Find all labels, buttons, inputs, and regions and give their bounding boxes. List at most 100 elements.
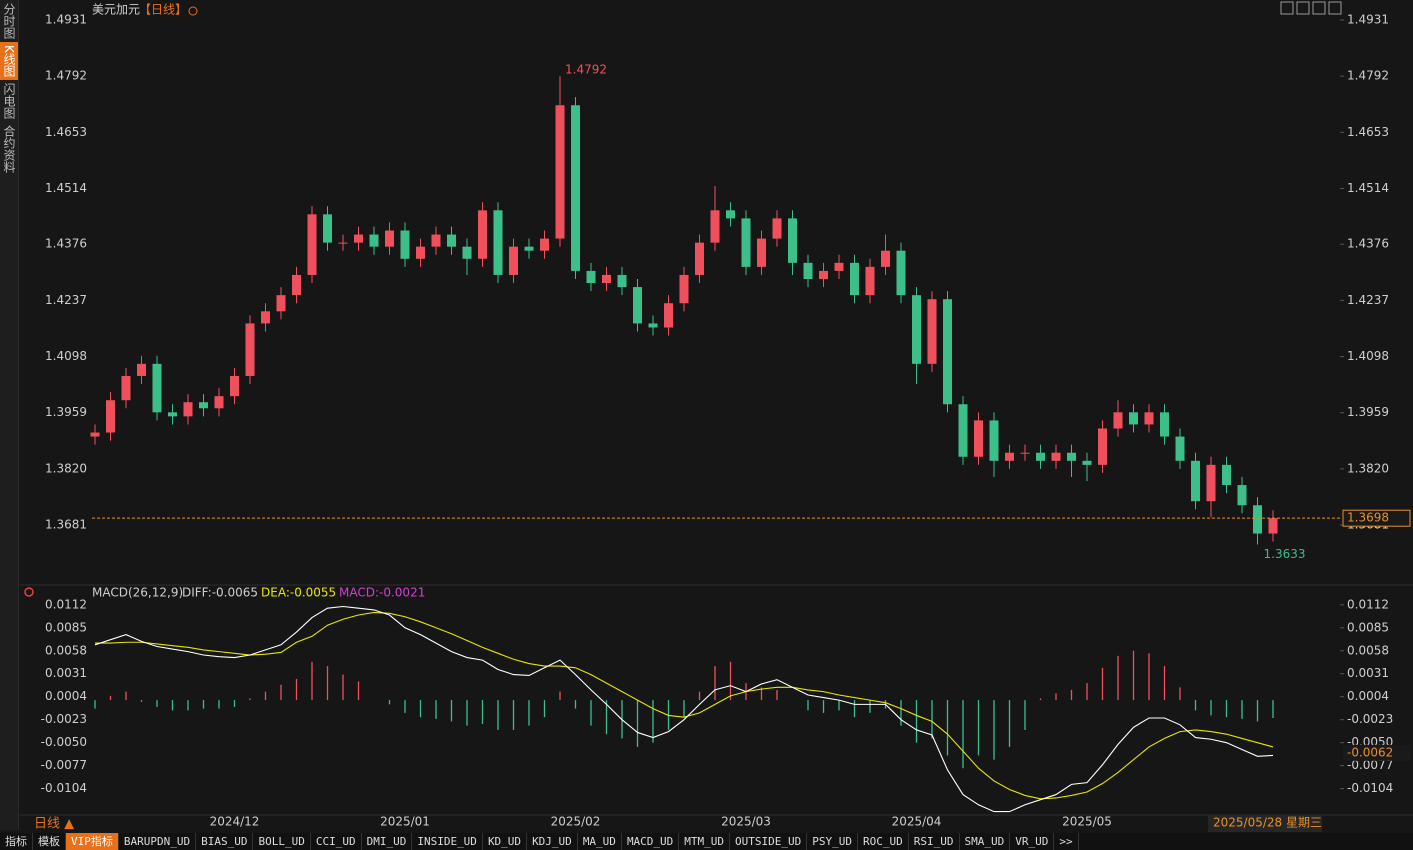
y-tick-label: -0.0050 (41, 735, 87, 749)
x-tick-label: 2025/05 (1062, 815, 1112, 829)
dea-line (95, 611, 1274, 800)
indicator-tab[interactable]: >> (1054, 833, 1079, 850)
candle-body (524, 246, 534, 251)
indicator-tab[interactable]: PSY_UD (807, 833, 859, 850)
indicator-tab[interactable]: ROC_UD (858, 833, 909, 850)
indicator-tab[interactable]: SMA_UD (960, 833, 1011, 850)
last-price-box (1342, 509, 1411, 527)
y-tick-label: -0.0077 (41, 758, 87, 772)
candle-body (493, 210, 503, 275)
candle-body (989, 420, 999, 461)
candle-body (478, 210, 487, 259)
indicator-tab[interactable]: KDJ_UD (527, 833, 578, 850)
sidebar-tab[interactable]: 合约资料 (2, 124, 16, 173)
last-price-label: 1.3698 (1347, 511, 1389, 525)
candle-body (400, 230, 410, 259)
dea-label: DEA:-0.0055 (261, 586, 336, 600)
y-tick-label: 0.0085 (45, 620, 87, 634)
y-tick-label-right: 1.4098 (1347, 349, 1389, 363)
y-tick-label-right: 0.0085 (1347, 620, 1389, 634)
candle-body (1113, 412, 1123, 429)
indicator-tab[interactable]: INSIDE_UD (412, 833, 483, 850)
candle-body (741, 218, 751, 267)
y-tick-label-right: 1.3959 (1347, 405, 1389, 419)
y-tick-label-right: 1.4237 (1347, 293, 1389, 307)
y-tick-label-right: 0.0004 (1347, 689, 1389, 703)
sidebar-tab[interactable]: K线图 (0, 42, 18, 80)
y-tick-label: 1.3681 (45, 518, 87, 532)
indicator-tab[interactable]: BOLL_UD (253, 833, 311, 850)
y-tick-label: 1.4237 (45, 293, 87, 307)
indicator-tab[interactable]: 指标 (0, 833, 33, 850)
candle-body (447, 234, 456, 247)
macd-label: MACD:-0.0021 (339, 586, 425, 600)
candle-body (958, 404, 968, 457)
candle-body (292, 274, 301, 296)
candle-body (865, 266, 875, 296)
indicator-tab[interactable]: VIP指标 (66, 833, 119, 850)
indicator-tab[interactable]: 模板 (33, 833, 66, 850)
candle-body (912, 295, 921, 364)
tool-icon[interactable] (1296, 1, 1310, 15)
indicator-tab[interactable]: MACD_UD (622, 833, 680, 850)
indicator-tab[interactable]: BIAS_UD (196, 833, 254, 850)
indicator-tab[interactable]: KD_UD (483, 833, 528, 850)
candle-body (679, 274, 689, 304)
sidebar-tab[interactable]: 闪电图 (2, 82, 16, 119)
candle-body (1237, 485, 1247, 506)
candle-body (90, 432, 100, 437)
candle-body (1175, 436, 1185, 461)
y-tick-label-right: 1.3820 (1347, 461, 1389, 475)
indicator-tab[interactable]: DMI_UD (362, 833, 413, 850)
candle-body (385, 230, 394, 247)
x-tick-label: 2025/01 (380, 815, 430, 829)
candle-body (710, 210, 720, 243)
candle-body (121, 375, 131, 401)
candle-body (1098, 428, 1107, 465)
candle-body (338, 242, 348, 244)
tool-icon[interactable] (1280, 1, 1294, 15)
indicator-tab[interactable]: RSI_UD (909, 833, 960, 850)
period-button[interactable]: 日线 ▲ (34, 817, 74, 832)
candle-body (323, 214, 332, 243)
candle-body (1160, 412, 1169, 437)
cursor-value-label: -0.0062 (1347, 745, 1393, 759)
x-tick-label: 2025/02 (551, 815, 601, 829)
indicator-icon[interactable] (24, 587, 34, 597)
tool-icon[interactable] (1312, 1, 1326, 15)
y-tick-label: 1.3820 (45, 461, 87, 475)
candle-body (896, 250, 906, 296)
toolbar-icons (1280, 1, 1342, 15)
candle-body (834, 262, 844, 271)
candle-body (137, 363, 146, 376)
indicator-tab[interactable]: CCI_UD (311, 833, 362, 850)
candle-body (245, 323, 255, 376)
period-title: 【日线】 (139, 3, 187, 17)
tool-icon[interactable] (1328, 1, 1342, 15)
y-tick-label: 0.0004 (45, 689, 87, 703)
indicator-tab[interactable]: OUTSIDE_UD (730, 833, 808, 850)
candle-body (1253, 505, 1262, 534)
candle-body (168, 412, 177, 417)
indicator-tab[interactable]: MA_UD (578, 833, 622, 850)
x-tick-label: 2025/03 (721, 815, 771, 829)
diff-line (94, 605, 1274, 813)
candle-body (1036, 452, 1045, 461)
diff-label: DIFF:-0.0065 (182, 586, 258, 600)
indicator-tab[interactable]: MTM_UD (679, 833, 731, 850)
y-tick-label-right: 1.4653 (1347, 125, 1389, 139)
candle-body (214, 396, 224, 409)
min-price-label: 1.3633 (1264, 547, 1306, 561)
indicator-tab[interactable]: BARUPDN_UD (119, 833, 197, 850)
candle-body (307, 214, 317, 275)
candle-body (416, 246, 425, 259)
candle-body (1222, 464, 1231, 486)
indicator-tab[interactable]: VR_UD (1010, 833, 1055, 850)
y-tick-label-right: 0.0112 (1347, 597, 1389, 611)
candle-body (757, 238, 766, 267)
sidebar-tab[interactable]: 分时图 (2, 3, 16, 39)
candle-body (1129, 412, 1138, 425)
y-tick-label-right: -0.0023 (1347, 712, 1393, 726)
add-icon[interactable] (188, 6, 198, 16)
candle-body (106, 400, 115, 433)
